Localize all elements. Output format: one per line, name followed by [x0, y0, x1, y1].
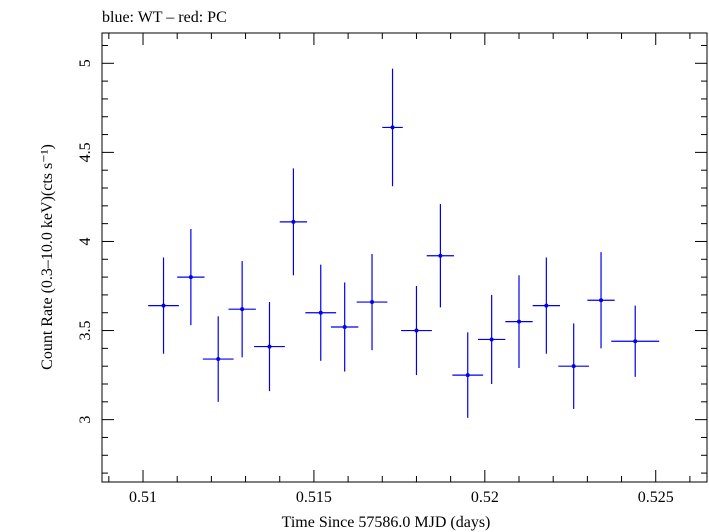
data-point: [401, 286, 432, 376]
data-point: [356, 253, 388, 351]
data-point: [148, 257, 179, 354]
data-marker: [489, 337, 494, 342]
y-tick-label: 3.5: [77, 321, 94, 341]
x-tick-label: 0.515: [296, 489, 332, 506]
x-axis-tick-labels: 0.51 0.515 0.52 0.525: [129, 489, 674, 506]
y-tick-label: 3: [77, 416, 94, 424]
data-marker: [465, 373, 470, 378]
data-marker: [544, 303, 549, 308]
data-point: [587, 252, 615, 349]
y-axis-label: Count Rate (0.3–10.0 keV)(cts s⁻¹): [39, 144, 56, 370]
series-wt: [148, 68, 660, 418]
data-point: [305, 264, 337, 361]
chart-title: blue: WT – red: PC: [102, 9, 227, 26]
data-point: [331, 282, 359, 372]
y-tick-label: 4: [77, 237, 94, 245]
data-marker: [414, 328, 419, 333]
data-marker: [370, 300, 375, 305]
data-point: [254, 302, 285, 392]
y-axis-ticks: [102, 44, 707, 474]
data-marker: [571, 364, 576, 369]
data-point: [505, 275, 533, 368]
data-marker: [599, 298, 604, 303]
data-marker: [390, 125, 395, 130]
data-point: [477, 294, 506, 385]
data-point: [558, 323, 590, 409]
x-axis-ticks: [108, 33, 691, 482]
y-tick-label: 5: [77, 59, 94, 67]
data-marker: [240, 307, 245, 312]
data-point: [228, 261, 256, 358]
data-point: [279, 168, 308, 276]
x-tick-label: 0.52: [471, 489, 499, 506]
data-point: [532, 257, 561, 354]
data-point: [177, 228, 205, 326]
data-series: [148, 68, 660, 418]
data-point: [426, 204, 455, 308]
data-marker: [188, 275, 193, 280]
data-point: [611, 305, 660, 377]
data-point: [452, 332, 484, 418]
data-marker: [216, 357, 221, 362]
data-marker: [517, 319, 522, 324]
x-tick-label: 0.525: [638, 489, 674, 506]
data-point: [382, 68, 403, 187]
x-tick-label: 0.51: [129, 489, 157, 506]
plot-frame: [101, 32, 708, 483]
x-axis-label: Time Since 57586.0 MJD (days): [282, 514, 491, 531]
y-tick-label: 4.5: [77, 142, 94, 162]
data-marker: [438, 253, 443, 258]
y-axis-tick-labels: 3 3.5 4 4.5 5: [77, 59, 94, 423]
data-marker: [318, 310, 323, 315]
data-marker: [633, 339, 638, 344]
data-marker: [291, 219, 296, 224]
data-marker: [267, 344, 272, 349]
data-marker: [342, 324, 347, 329]
data-point: [202, 316, 234, 402]
data-marker: [161, 303, 166, 308]
